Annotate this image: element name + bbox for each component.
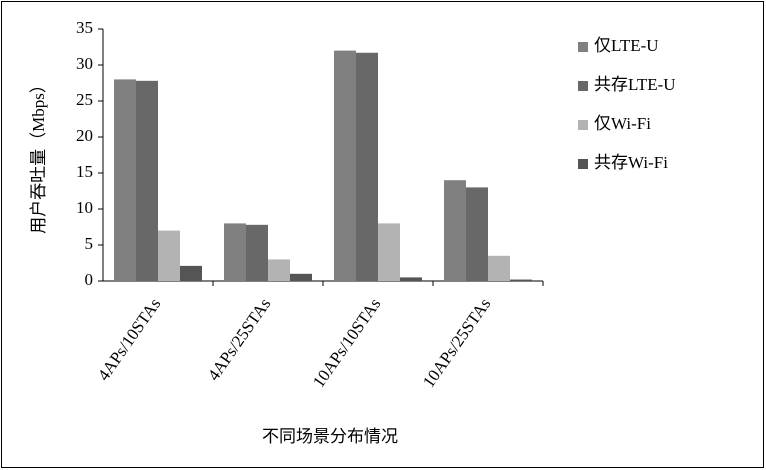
bar bbox=[158, 231, 180, 281]
y-tick-label: 20 bbox=[76, 126, 93, 145]
y-tick-label: 0 bbox=[85, 270, 94, 289]
legend-swatch bbox=[578, 159, 588, 169]
bar bbox=[246, 225, 268, 281]
legend-swatch bbox=[578, 42, 588, 52]
bar bbox=[268, 259, 290, 281]
x-axis-label: 不同场景分布情况 bbox=[262, 427, 398, 446]
bar bbox=[444, 180, 466, 281]
bar bbox=[400, 277, 422, 281]
y-tick-label: 30 bbox=[76, 54, 93, 73]
legend-label: 共存LTE-U bbox=[594, 75, 676, 94]
bar bbox=[488, 256, 510, 281]
y-tick-label: 25 bbox=[76, 90, 93, 109]
bar bbox=[466, 187, 488, 281]
bar bbox=[290, 274, 312, 281]
bar bbox=[180, 266, 202, 281]
y-tick-label: 15 bbox=[76, 162, 93, 181]
chart: 用户吞吐量（Mbps） 不同场景分布情况 051015202530354APs/… bbox=[0, 0, 766, 470]
bar bbox=[114, 79, 136, 281]
legend-label: 仅Wi-Fi bbox=[594, 114, 651, 133]
bar bbox=[224, 223, 246, 281]
legend-swatch bbox=[578, 120, 588, 130]
y-axis-label: 用户吞吐量（Mbps） bbox=[29, 76, 48, 234]
y-tick-label: 10 bbox=[76, 198, 93, 217]
y-tick-label: 35 bbox=[76, 18, 93, 37]
legend-label: 仅LTE-U bbox=[594, 36, 659, 55]
bar bbox=[510, 280, 532, 281]
bar bbox=[136, 81, 158, 281]
bar bbox=[356, 53, 378, 281]
legend-label: 共存Wi-Fi bbox=[594, 153, 668, 172]
legend-swatch bbox=[578, 81, 588, 91]
y-tick-label: 5 bbox=[85, 234, 94, 253]
bar bbox=[334, 51, 356, 281]
bar bbox=[378, 223, 400, 281]
